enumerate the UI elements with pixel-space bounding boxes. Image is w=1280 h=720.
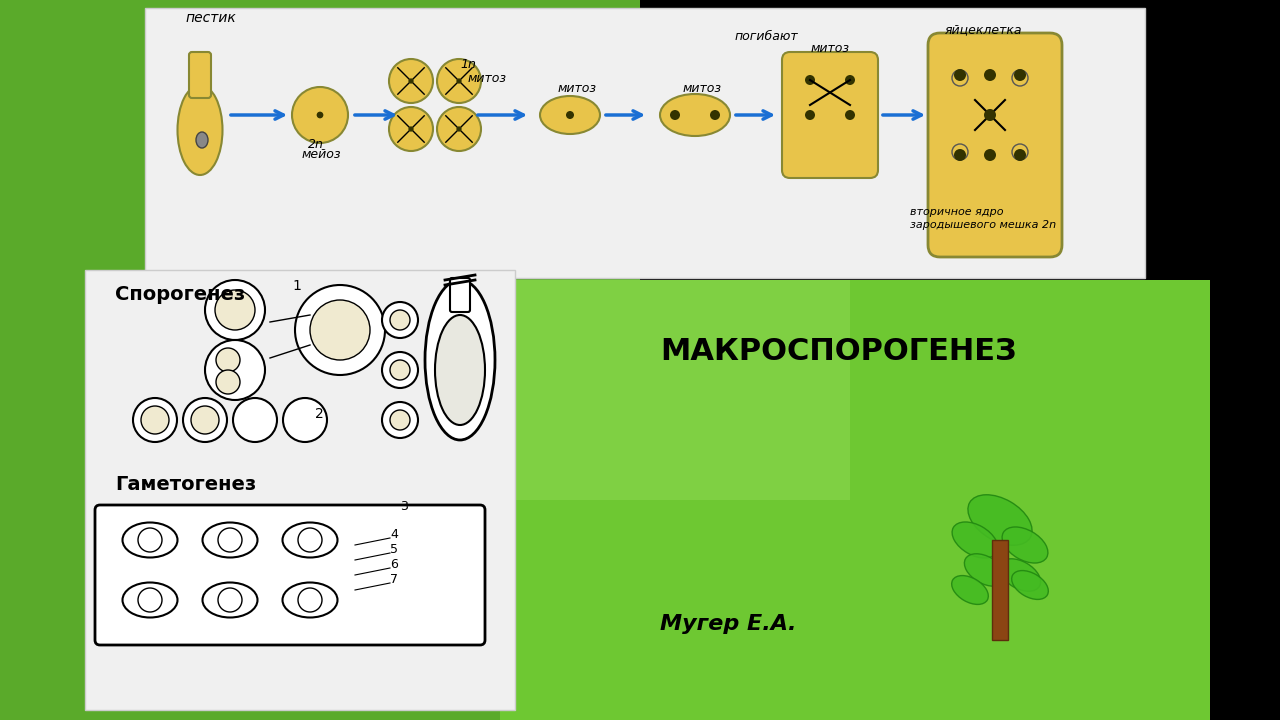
Circle shape [215, 290, 255, 330]
Circle shape [381, 402, 419, 438]
Circle shape [191, 406, 219, 434]
Circle shape [141, 406, 169, 434]
Circle shape [390, 360, 410, 380]
Circle shape [381, 302, 419, 338]
Text: 4: 4 [390, 528, 398, 541]
Ellipse shape [964, 554, 1006, 586]
Circle shape [283, 398, 326, 442]
Text: 5: 5 [390, 543, 398, 556]
Text: 7: 7 [390, 573, 398, 586]
Ellipse shape [540, 96, 600, 134]
Ellipse shape [435, 315, 485, 425]
Text: митоз: митоз [468, 72, 507, 85]
Text: мейоз: мейоз [302, 148, 342, 161]
Circle shape [408, 78, 413, 84]
FancyBboxPatch shape [189, 52, 211, 98]
Circle shape [436, 107, 481, 151]
Circle shape [845, 110, 855, 120]
Text: Гаметогенез: Гаметогенез [115, 475, 256, 494]
Ellipse shape [968, 495, 1032, 545]
Circle shape [316, 112, 324, 118]
Circle shape [954, 149, 966, 161]
Ellipse shape [123, 582, 178, 618]
Circle shape [205, 280, 265, 340]
Text: 1n: 1n [460, 58, 476, 71]
Ellipse shape [425, 280, 495, 440]
FancyBboxPatch shape [95, 505, 485, 645]
Text: 2: 2 [315, 407, 324, 421]
Ellipse shape [196, 132, 207, 148]
Circle shape [710, 110, 719, 120]
Text: 6: 6 [390, 558, 398, 571]
FancyBboxPatch shape [992, 540, 1009, 640]
Circle shape [954, 69, 966, 81]
Text: 1: 1 [292, 279, 301, 293]
Circle shape [566, 111, 573, 119]
Circle shape [183, 398, 227, 442]
Circle shape [233, 398, 276, 442]
Circle shape [389, 59, 433, 103]
Circle shape [984, 69, 996, 81]
Circle shape [381, 352, 419, 388]
Circle shape [216, 370, 241, 394]
Text: митоз: митоз [558, 82, 596, 95]
Circle shape [805, 75, 815, 85]
Text: погибают: погибают [735, 30, 799, 43]
Circle shape [389, 107, 433, 151]
Ellipse shape [1000, 559, 1041, 591]
Text: Мугер Е.А.: Мугер Е.А. [660, 614, 796, 634]
Ellipse shape [123, 523, 178, 557]
Polygon shape [0, 0, 640, 720]
Ellipse shape [283, 582, 338, 618]
Ellipse shape [952, 522, 998, 558]
FancyBboxPatch shape [84, 270, 515, 710]
Ellipse shape [283, 523, 338, 557]
Circle shape [216, 348, 241, 372]
Circle shape [984, 109, 996, 121]
Ellipse shape [1011, 570, 1048, 600]
FancyBboxPatch shape [782, 52, 878, 178]
FancyBboxPatch shape [451, 278, 470, 312]
Text: вторичное ядро: вторичное ядро [910, 207, 1004, 217]
Circle shape [390, 410, 410, 430]
Circle shape [292, 87, 348, 143]
Circle shape [390, 310, 410, 330]
Text: МАКРОСПОРОГЕНЕЗ: МАКРОСПОРОГЕНЕЗ [660, 337, 1016, 366]
Circle shape [436, 59, 481, 103]
Circle shape [310, 300, 370, 360]
Circle shape [294, 285, 385, 375]
Circle shape [845, 75, 855, 85]
Text: 2n: 2n [308, 138, 324, 151]
Circle shape [669, 110, 680, 120]
Circle shape [1014, 69, 1027, 81]
Text: яйцеклетка: яйцеклетка [945, 23, 1023, 36]
Ellipse shape [951, 575, 988, 604]
Text: митоз: митоз [684, 82, 722, 95]
Circle shape [805, 110, 815, 120]
Circle shape [205, 340, 265, 400]
Text: Спорогенез: Спорогенез [115, 285, 246, 304]
Ellipse shape [202, 582, 257, 618]
Ellipse shape [660, 94, 730, 136]
Circle shape [457, 127, 462, 132]
Circle shape [984, 149, 996, 161]
FancyBboxPatch shape [145, 8, 1146, 278]
Circle shape [133, 398, 177, 442]
FancyBboxPatch shape [928, 33, 1062, 257]
Text: 3: 3 [399, 500, 408, 513]
Ellipse shape [178, 85, 223, 175]
Ellipse shape [202, 523, 257, 557]
Ellipse shape [1002, 527, 1048, 563]
Text: зародышевого мешка 2n: зародышевого мешка 2n [910, 220, 1056, 230]
Text: митоз: митоз [810, 42, 850, 55]
Text: пестик: пестик [186, 11, 236, 25]
Circle shape [1014, 149, 1027, 161]
Circle shape [408, 127, 413, 132]
Polygon shape [500, 280, 850, 500]
Polygon shape [500, 280, 1210, 720]
Circle shape [457, 78, 462, 84]
